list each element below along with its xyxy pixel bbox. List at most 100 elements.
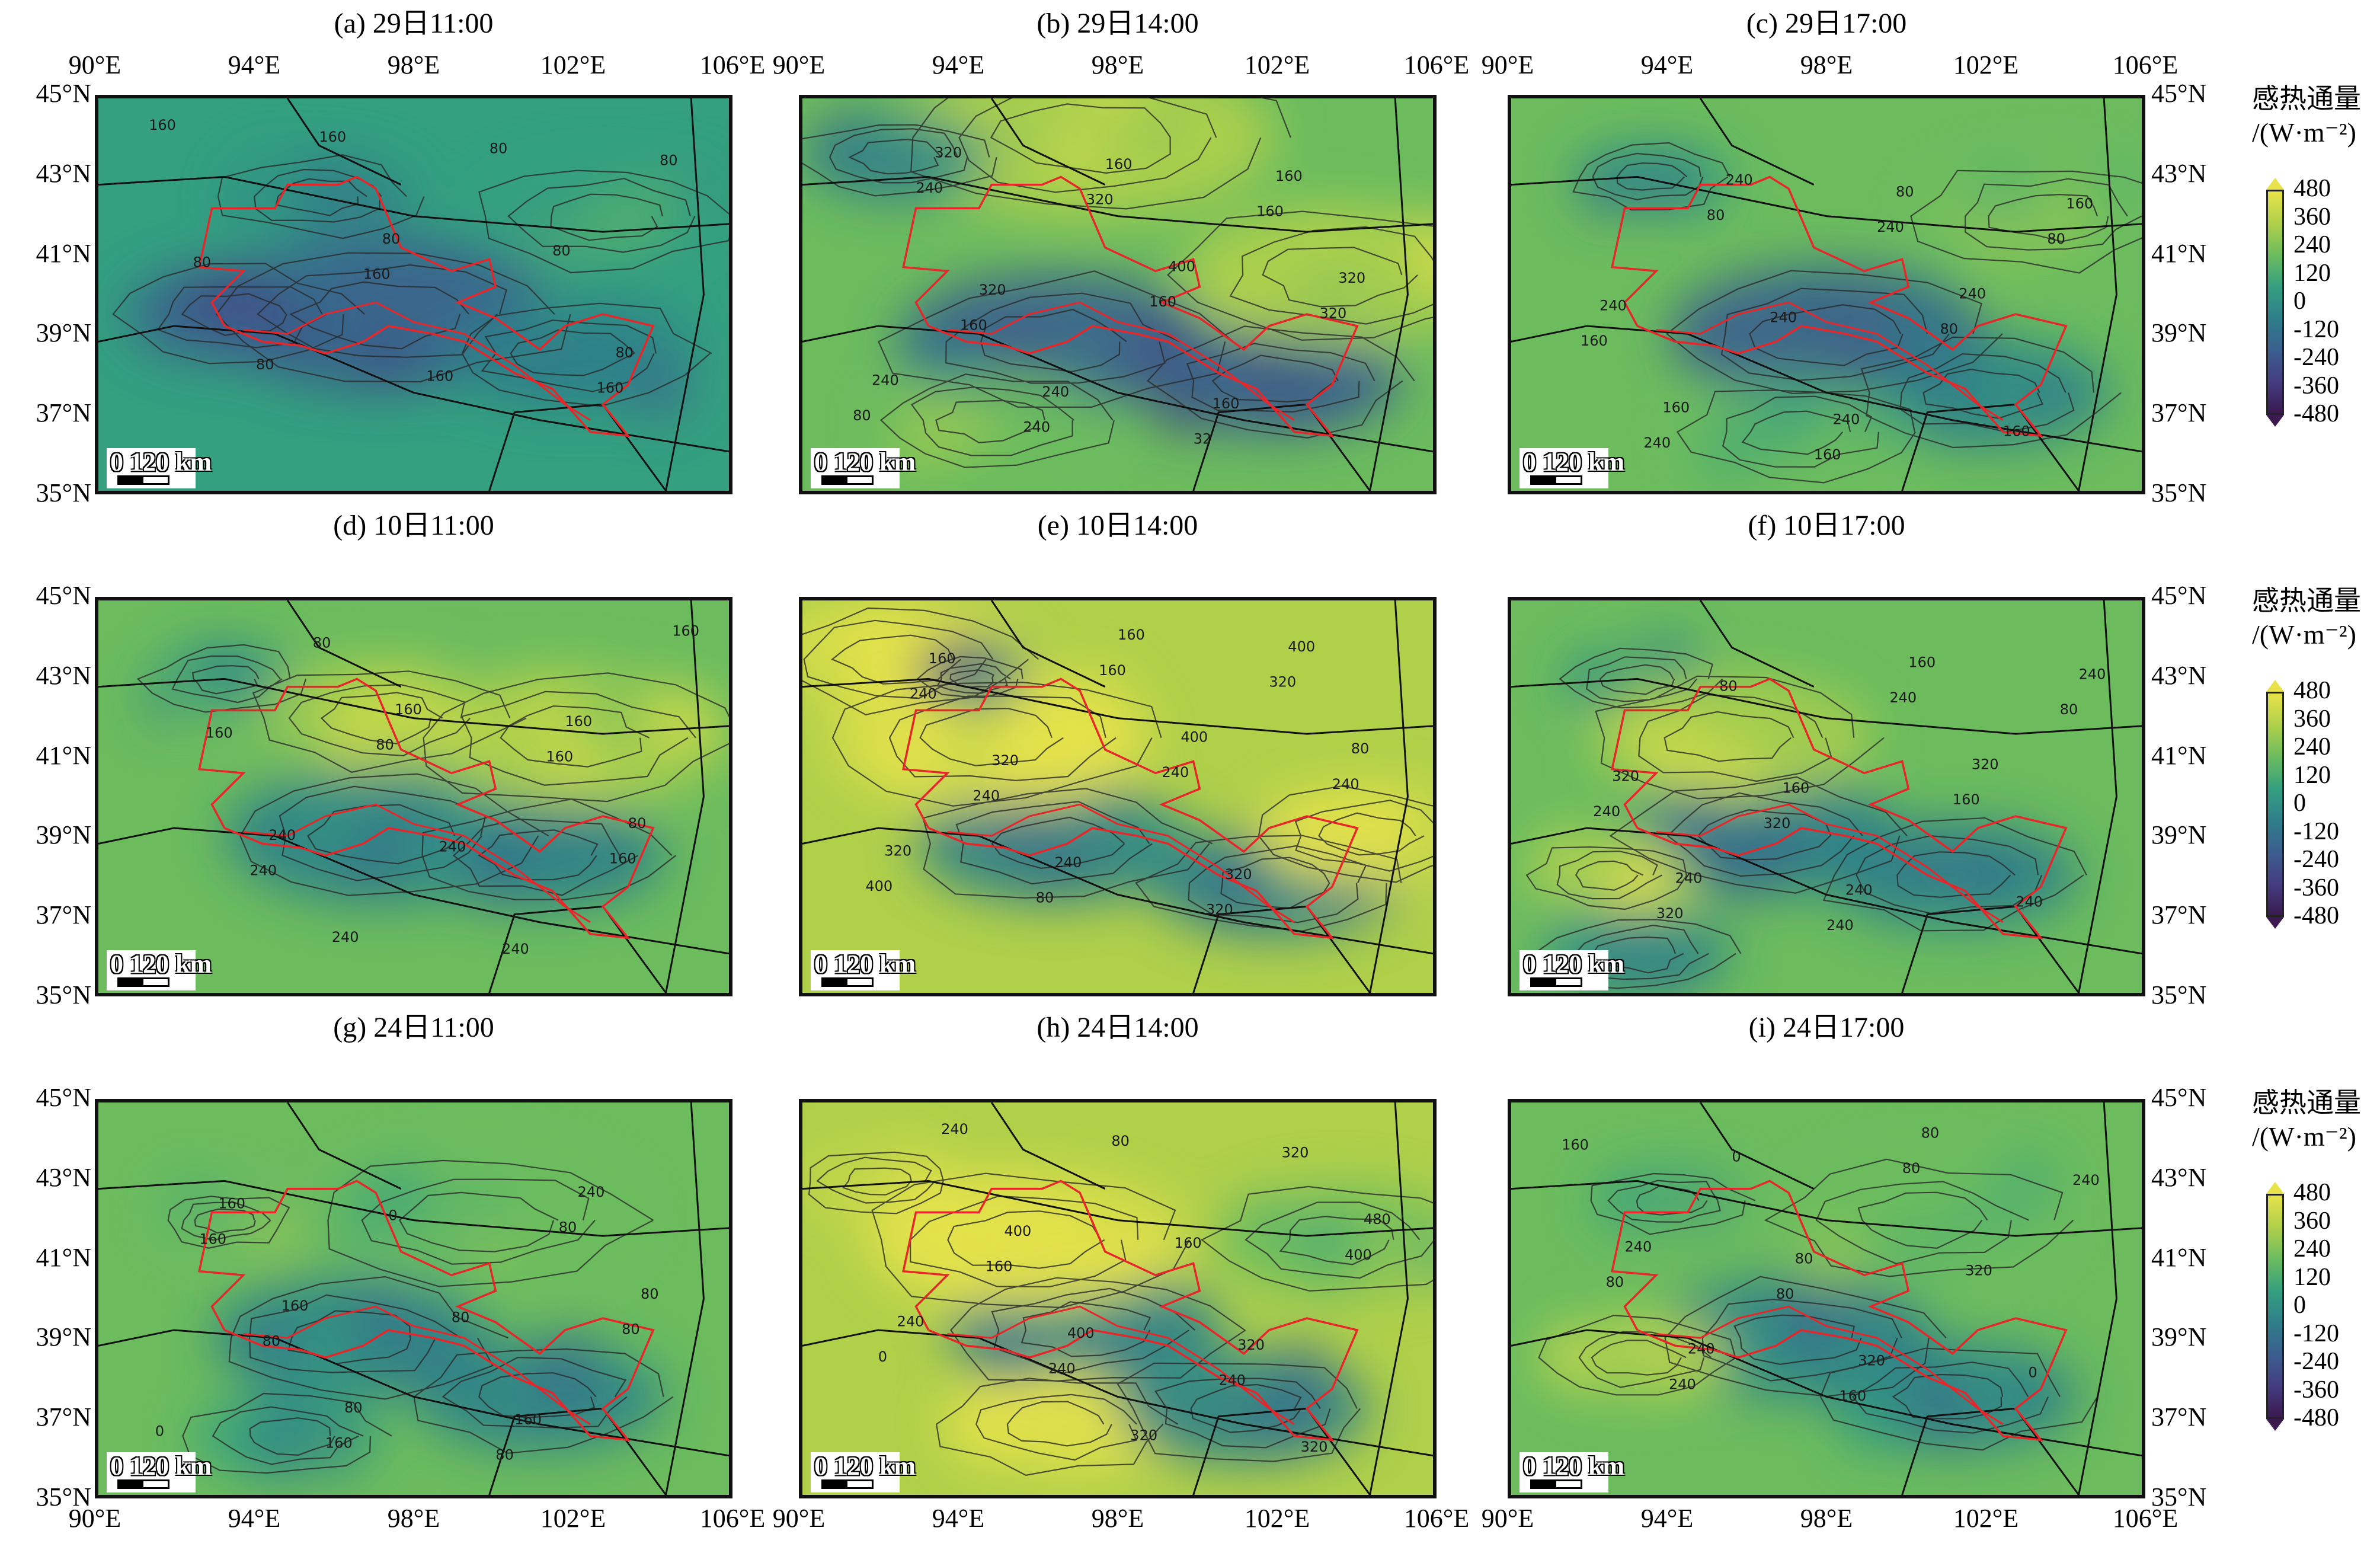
contour-line: [423, 672, 729, 803]
panel-title: (c) 29日17:00: [1746, 8, 1907, 39]
contour-label: 160: [1953, 791, 1980, 808]
contour-label: 400: [1181, 728, 1208, 745]
contour-line: [949, 669, 994, 689]
contour-label: 80: [376, 737, 394, 753]
admin-line: [98, 175, 729, 233]
colorbar-tick-label: 360: [2293, 1207, 2331, 1235]
map-frame: 240 240 160 80 240 240 160 240 160 80 80 240 240 160 1…: [1508, 95, 2145, 494]
colorbar-tick-label: 240: [2293, 231, 2331, 258]
contour-line: [808, 1151, 944, 1215]
admin-line: [1511, 677, 2142, 735]
contour-line: [1166, 210, 1433, 341]
panel-title: (f) 10日17:00: [1748, 510, 1905, 541]
x-tick-label: 98°E: [1091, 50, 1144, 79]
contour-label: 320: [935, 144, 962, 161]
contour-label: 240: [502, 941, 529, 957]
x-tick-label: 94°E: [1640, 50, 1694, 79]
colorbar-tick-label: 480: [2293, 677, 2331, 704]
y-tick-label: 37°N: [36, 1402, 91, 1432]
admin-line: [1699, 600, 1815, 688]
contour-label: 160: [1275, 168, 1303, 184]
contour-label: 80: [256, 356, 274, 373]
colorbar-tick-label: 120: [2293, 761, 2331, 789]
x-tick-label: 90°E: [68, 50, 121, 79]
field-cell: [1096, 1386, 1123, 1412]
scale-bar-graphic: [117, 977, 169, 987]
x-tick-label: 90°E: [772, 50, 826, 79]
admin-line: [98, 1180, 729, 1237]
field-cell: [1966, 202, 2030, 266]
field-cell: [1087, 98, 1138, 113]
contour-line: [1815, 1181, 2030, 1265]
contour-label: 160: [395, 701, 422, 718]
colorbar-tick-label: -360: [2293, 1376, 2339, 1404]
field-cell: [2030, 365, 2068, 402]
contour-label: 240: [916, 180, 943, 196]
map-frame: 80 80 240 160 160 160 80 0 0 80 160 80 80 80 160 0 120 …: [95, 1099, 732, 1498]
field-cell: [468, 1226, 509, 1267]
contour-label: 240: [1959, 286, 1986, 302]
contour-label: 240: [439, 839, 466, 855]
scale-bar: 0 120 km: [1520, 1452, 1624, 1493]
field-cell: [1170, 361, 1213, 404]
contour-line: [1988, 193, 2109, 242]
field-cell: [1047, 840, 1085, 877]
scale-bar-fill: [119, 979, 143, 985]
field-cell: [382, 1168, 442, 1228]
contour-label: 80: [552, 242, 571, 259]
contour-label: 240: [1055, 854, 1082, 871]
field-cell: [1367, 1232, 1431, 1295]
contour-label: 240: [1593, 803, 1620, 820]
scale-bar-graphic: [117, 1479, 169, 1489]
contour-label: 160: [672, 623, 699, 640]
field-cell: [802, 659, 842, 729]
field-cell: [935, 726, 994, 785]
contour-line: [1664, 1276, 1947, 1397]
contour-label: 0: [155, 1423, 164, 1440]
field-cell: [1540, 1323, 1604, 1387]
contour-line: [1860, 336, 2122, 449]
contour-label: 240: [2079, 666, 2106, 682]
contour-label: 0: [388, 1207, 397, 1224]
contour-label: 80: [490, 140, 508, 157]
contour-line: [253, 168, 382, 223]
province-boundary-inner: [243, 301, 591, 421]
map-plot: 320 240 160 320 240 240 160 240 80 160 320 240 240 24…: [1511, 600, 2142, 993]
field-cell: [1737, 717, 1764, 744]
field-cell: [135, 295, 167, 327]
y-tick-label: 39°N: [36, 820, 91, 850]
colorbar-tick-label: 240: [2293, 1235, 2331, 1263]
x-tick-label: 106°E: [699, 1504, 766, 1533]
contour-line: [182, 1392, 392, 1474]
contour-label: 320: [884, 842, 911, 859]
field-cell: [1738, 398, 1792, 453]
contour-line: [249, 1417, 335, 1456]
field-cell: [605, 1354, 651, 1401]
scale-bar-fill: [119, 1481, 143, 1487]
colorbar-tick-label: -480: [2293, 1404, 2339, 1431]
contour-line: [1592, 152, 1704, 200]
contour-label: 240: [1688, 1341, 1715, 1357]
x-tick-label: 98°E: [1091, 1504, 1144, 1533]
contour-label: 240: [1675, 870, 1703, 887]
contour-line: [1607, 1180, 1721, 1223]
field-cell: [1260, 1363, 1285, 1389]
field-cell: [1684, 1182, 1747, 1245]
x-tick-label: 98°E: [1800, 1504, 1853, 1533]
field-cell: [1998, 1152, 2058, 1213]
contour-line: [879, 373, 1115, 468]
field-cell: [1870, 1306, 1899, 1335]
field-cell: [997, 334, 1037, 374]
scale-bar-graphic: [1530, 475, 1582, 485]
map-panel-i: (i) 24日17:00 240 80 240 320 160 80 0 0 320 240 80 80…: [1482, 1012, 2361, 1533]
admin-line: [1511, 1329, 2142, 1457]
province-boundary: [198, 1180, 655, 1442]
map-plot: 80 80 240 160 160 160 80 0 0 80 160 80 80 80 160: [98, 1102, 729, 1495]
x-tick-label: 90°E: [1481, 50, 1534, 79]
contour-label: 80: [1719, 677, 1738, 694]
colorbar-tick-label: -480: [2293, 902, 2339, 929]
contour-label: 240: [973, 788, 1000, 804]
contour-line: [1857, 1191, 1988, 1249]
contour-line: [1822, 817, 2087, 932]
colorbar-tick-label: 480: [2293, 175, 2331, 202]
